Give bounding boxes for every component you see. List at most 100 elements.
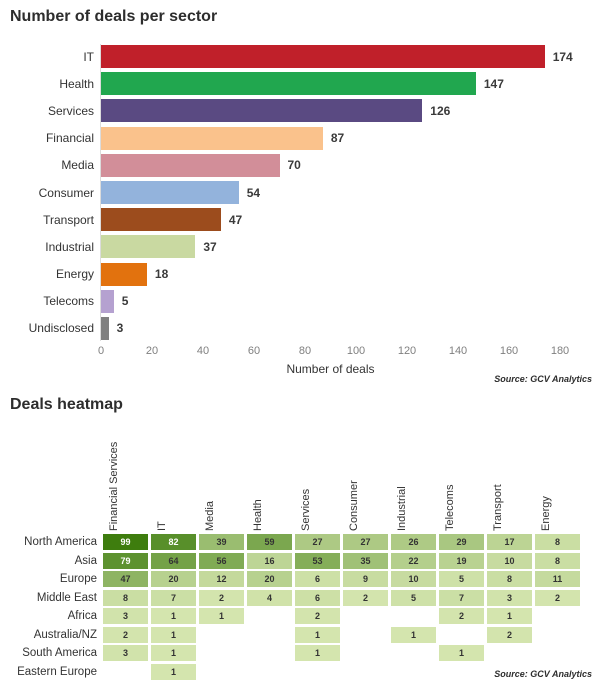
heatmap-row-label: Eastern Europe xyxy=(17,665,97,678)
bar-row: Undisclosed 3 xyxy=(0,315,600,342)
x-axis-label: Number of deals xyxy=(286,362,375,376)
heatmap-cell: 2 xyxy=(199,589,244,606)
x-axis-ticks: 0 20 40 60 80 100 120 140 160 180 xyxy=(97,345,569,359)
heatmap-title: Deals heatmap xyxy=(10,396,123,413)
heatmap-cell: 8 xyxy=(103,589,148,606)
heatmap-row-label: Australia/NZ xyxy=(33,628,97,641)
heatmap-row-label: North America xyxy=(24,536,97,548)
heatmap-cell: 5 xyxy=(391,589,436,606)
heatmap-cell: 8 xyxy=(535,534,580,550)
heatmap-cell: 27 xyxy=(343,534,388,550)
bar-row: IT 174 xyxy=(0,43,600,70)
heatmap-cell: 56 xyxy=(199,552,244,569)
bar-category-label: Transport xyxy=(43,212,94,227)
x-tick-label: 40 xyxy=(196,345,210,357)
bar-row: Financial 87 xyxy=(0,125,600,152)
bar-row: Health 147 xyxy=(0,70,600,97)
heatmap-cell: 1 xyxy=(151,663,196,680)
bar xyxy=(101,262,147,286)
heatmap-cell: 17 xyxy=(487,534,532,550)
bar-category-label: Financial xyxy=(45,131,94,146)
bar-row: Energy 18 xyxy=(0,261,600,288)
bar-value-label: 5 xyxy=(121,294,129,309)
heatmap-cell: 35 xyxy=(343,552,388,569)
heatmap-cell: 1 xyxy=(151,626,196,643)
bar xyxy=(101,289,114,313)
heatmap-cell: 6 xyxy=(295,571,340,587)
bar-category-label: Energy xyxy=(55,267,94,282)
bar-value-label: 87 xyxy=(330,131,345,146)
heatmap-row-label: South America xyxy=(22,647,97,659)
bar-chart-source: Source: GCV Analytics xyxy=(494,374,592,384)
heatmap-cell: 10 xyxy=(487,552,532,569)
bar-row: Media 70 xyxy=(0,152,600,179)
bar-value-label: 3 xyxy=(116,321,124,336)
heatmap-cell: 1 xyxy=(487,608,532,624)
heatmap-cell: 8 xyxy=(487,571,532,587)
bar-row: Telecoms 5 xyxy=(0,288,600,315)
x-tick-label: 120 xyxy=(397,345,417,357)
bar-chart-title: Number of deals per sector xyxy=(10,8,218,25)
heatmap-cell: 20 xyxy=(247,571,292,587)
heatmap-cell: 53 xyxy=(295,552,340,569)
heatmap-row-label: Middle East xyxy=(36,591,97,604)
heatmap-cell: 39 xyxy=(199,534,244,550)
heatmap-cell: 2 xyxy=(343,589,388,606)
heatmap-cell: 7 xyxy=(439,589,484,606)
bar-row: Industrial 37 xyxy=(0,233,600,260)
bar xyxy=(101,181,239,205)
heatmap-column-label: Energy xyxy=(539,496,552,531)
heatmap-row-label: Africa xyxy=(67,610,97,622)
bar-category-label: Industrial xyxy=(45,239,94,254)
bar-plot-area: IT 174 Health 147 Services 126 Financial 87 Medi… xyxy=(0,43,600,342)
heatmap-cell: 1 xyxy=(295,626,340,643)
bar-category-label: IT xyxy=(83,49,94,64)
bar-value-label: 70 xyxy=(287,158,301,173)
heatmap-column-label: Services xyxy=(299,488,312,531)
bar-value-label: 47 xyxy=(228,212,243,227)
heatmap-column-label: Transport xyxy=(491,484,504,531)
y-axis-line xyxy=(100,44,101,341)
bar-value-label: 54 xyxy=(246,185,261,200)
heatmap-cell: 29 xyxy=(439,534,484,550)
heatmap-cell: 1 xyxy=(295,645,340,661)
heatmap-cell: 3 xyxy=(103,645,148,661)
heatmap-column-label: Media xyxy=(203,501,216,531)
bar-category-label: Telecoms xyxy=(43,294,94,309)
bar-row: Services 126 xyxy=(0,97,600,124)
heatmap-cell: 64 xyxy=(151,552,196,569)
x-tick-label: 0 xyxy=(97,345,105,357)
x-tick-label: 60 xyxy=(247,345,261,357)
heatmap-column-label: Consumer xyxy=(347,480,360,531)
bar-category-label: Health xyxy=(59,76,94,91)
heatmap-column-label: Industrial xyxy=(395,486,408,531)
bar xyxy=(101,99,423,123)
x-tick-label: 100 xyxy=(346,345,366,357)
bar-value-label: 18 xyxy=(154,267,169,282)
heatmap-cell: 1 xyxy=(391,626,436,643)
heatmap-column-label: Financial Services xyxy=(107,441,120,531)
heatmap-cell: 79 xyxy=(103,552,148,569)
heatmap-cell: 1 xyxy=(151,608,196,624)
heatmap-column-label: Health xyxy=(251,499,264,531)
heatmap-source: Source: GCV Analytics xyxy=(494,669,592,679)
bar-category-label: Services xyxy=(47,103,94,118)
x-tick-label: 180 xyxy=(550,345,570,357)
heatmap-cell: 3 xyxy=(103,608,148,624)
heatmap-cell: 2 xyxy=(439,608,484,624)
bar xyxy=(101,316,109,340)
heatmap-cell: 2 xyxy=(295,608,340,624)
heatmap-cell: 4 xyxy=(247,589,292,606)
heatmap-cell: 7 xyxy=(151,589,196,606)
heatmap-cell: 10 xyxy=(391,571,436,587)
heatmap-cell: 6 xyxy=(295,589,340,606)
heatmap-row-label: Europe xyxy=(59,573,97,585)
bar xyxy=(101,153,280,177)
bar-value-label: 174 xyxy=(552,49,573,64)
heatmap-cell: 9 xyxy=(343,571,388,587)
heatmap-cell: 1 xyxy=(199,608,244,624)
heatmap-cell: 59 xyxy=(247,534,292,550)
heatmap-column-label: IT xyxy=(155,521,168,531)
heatmap-cell: 1 xyxy=(151,645,196,661)
heatmap-cell: 16 xyxy=(247,552,292,569)
